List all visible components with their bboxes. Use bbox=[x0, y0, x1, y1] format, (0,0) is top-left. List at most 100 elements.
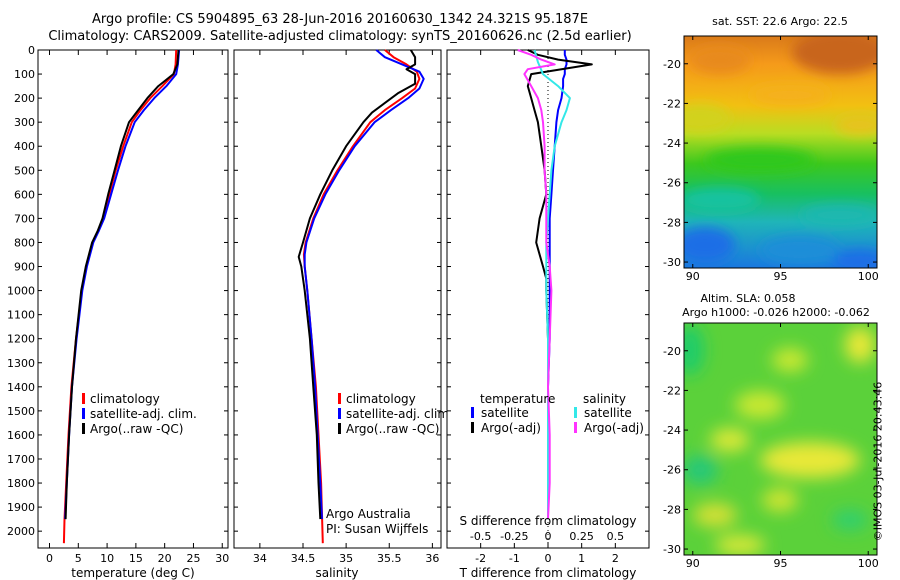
salinity-x-label: salinity bbox=[315, 566, 358, 580]
x-tick-label: 25 bbox=[186, 552, 200, 565]
figure-subtitle: Climatology: CARS2009. Satellite-adjuste… bbox=[48, 29, 632, 44]
salinity-depth-ticks bbox=[234, 49, 441, 532]
y-tick-label: 1700 bbox=[7, 453, 35, 466]
legend-temp-argo-label: Argo(-adj) bbox=[481, 421, 541, 435]
y-tick-label: 800 bbox=[14, 236, 35, 249]
map-y-tick-label: -30 bbox=[663, 256, 681, 269]
temperature-axes-frame bbox=[37, 49, 229, 549]
salinity-panel: 34 34.5 35 35.5 36 salinity climatology sate… bbox=[233, 49, 453, 580]
timestamp-watermark: ©IMOS 03-Jul-2016 20:43:46 bbox=[871, 381, 885, 542]
map-y-tick-label: -22 bbox=[663, 97, 681, 110]
s-difference-ticks: -0.5 -0.25 0 0.25 0.5 bbox=[470, 530, 624, 543]
t-difference-label: T difference from climatology bbox=[459, 566, 637, 580]
sla-map-panel: Altim. SLA: 0.058 Argo h1000: -0.026 h20… bbox=[663, 292, 879, 570]
map-y-tick-label: -26 bbox=[663, 177, 681, 190]
y-tick-label: 1600 bbox=[7, 429, 35, 442]
map-x-tick-label: 100 bbox=[858, 270, 879, 283]
y-tick-label: 0 bbox=[28, 44, 35, 57]
x-tick-label: 2 bbox=[612, 552, 619, 565]
sla-map-title: Altim. SLA: 0.058 bbox=[700, 292, 795, 305]
y-tick-label: 1000 bbox=[7, 285, 35, 298]
sst-map-ticks: 90 95 100 -20 -22 -24 -26 -28 -30 bbox=[663, 36, 879, 283]
top-tick-label: 0.25 bbox=[569, 530, 594, 543]
legend-climatology-label: climatology bbox=[90, 392, 160, 406]
map-y-tick-label: -22 bbox=[663, 384, 681, 397]
legend-argo-label: Argo(..raw -QC) bbox=[346, 422, 439, 436]
temperature-ticks: 0 5 10 15 20 25 30 bbox=[46, 50, 229, 565]
x-tick-label: 10 bbox=[100, 552, 114, 565]
y-tick-label: 600 bbox=[14, 188, 35, 201]
map-y-tick-label: -24 bbox=[663, 424, 681, 437]
x-tick-label: 0 bbox=[545, 552, 552, 565]
salinity-legend: climatology satellite-adj. clim. Argo(..… bbox=[338, 392, 453, 436]
sla-map-ticks: 90 95 100 -20 -22 -24 -26 -28 -30 bbox=[663, 323, 879, 570]
series-line bbox=[303, 49, 425, 520]
salinity-series bbox=[297, 49, 425, 544]
difference-series bbox=[517, 49, 593, 520]
x-tick-label: 5 bbox=[75, 552, 82, 565]
sla-map-subtitle: Argo h1000: -0.026 h2000: -0.062 bbox=[682, 306, 870, 319]
map-x-tick-label: 90 bbox=[686, 270, 700, 283]
map-x-tick-label: 100 bbox=[858, 557, 879, 570]
map-y-tick-label: -20 bbox=[663, 58, 681, 71]
map-y-tick-label: -26 bbox=[663, 464, 681, 477]
legend-temperature-title: temperature bbox=[480, 392, 555, 406]
map-y-tick-label: -28 bbox=[663, 503, 681, 516]
map-x-tick-label: 90 bbox=[686, 557, 700, 570]
difference-depth-ticks bbox=[447, 49, 649, 532]
x-tick-label: 36 bbox=[425, 552, 439, 565]
map-x-tick-label: 95 bbox=[774, 270, 788, 283]
top-tick-label: -0.25 bbox=[500, 530, 528, 543]
x-tick-label: 35 bbox=[339, 552, 353, 565]
x-tick-label: 34 bbox=[253, 552, 267, 565]
y-tick-label: 2000 bbox=[7, 525, 35, 538]
legend-temp-satellite-label: satellite bbox=[481, 406, 529, 420]
temperature-panel: 0100200300400500600700800900100011001200… bbox=[7, 44, 229, 580]
difference-legend: temperature satellite Argo(-adj) salinit… bbox=[471, 392, 644, 435]
top-tick-label: 0.5 bbox=[607, 530, 625, 543]
sla-heatmap bbox=[684, 323, 877, 555]
legend-satellite-swatch bbox=[338, 408, 341, 419]
y-tick-label: 1500 bbox=[7, 405, 35, 418]
legend-sal-satellite-label: satellite bbox=[584, 406, 632, 420]
temperature-x-label: temperature (deg C) bbox=[71, 566, 194, 580]
y-tick-label: 1800 bbox=[7, 477, 35, 490]
s-difference-label: S difference from climatology bbox=[460, 514, 637, 528]
y-tick-label: 400 bbox=[14, 140, 35, 153]
map-y-tick-label: -30 bbox=[663, 543, 681, 556]
y-tick-label: 200 bbox=[14, 92, 35, 105]
legend-salinity-title: salinity bbox=[583, 392, 626, 406]
legend-climatology-label: climatology bbox=[346, 392, 416, 406]
legend-temp-satellite-swatch bbox=[471, 407, 474, 418]
legend-satellite-label: satellite-adj. clim. bbox=[346, 407, 453, 421]
x-tick-label: 1 bbox=[578, 552, 585, 565]
series-line bbox=[64, 49, 180, 520]
salinity-ticks: 34 34.5 35 35.5 36 bbox=[253, 50, 439, 565]
figure-title: Argo profile: CS 5904895_63 28-Jun-2016 … bbox=[91, 12, 589, 27]
sst-map-panel: sat. SST: 22.6 Argo: 22.5 bbox=[663, 15, 879, 283]
legend-argo-swatch bbox=[338, 423, 341, 434]
legend-argo-label: Argo(..raw -QC) bbox=[90, 422, 183, 436]
map-y-tick-label: -24 bbox=[663, 137, 681, 150]
x-tick-label: 15 bbox=[129, 552, 143, 565]
difference-panel: -2 -1 0 1 2 -0.5 -0.25 0 0.25 0.5 S difference f… bbox=[446, 49, 650, 580]
legend-sal-satellite-swatch bbox=[574, 407, 577, 418]
legend-satellite-swatch bbox=[82, 408, 85, 419]
sst-map-title: sat. SST: 22.6 Argo: 22.5 bbox=[712, 15, 848, 28]
map-y-tick-label: -20 bbox=[663, 345, 681, 358]
map-y-tick-label: -28 bbox=[663, 216, 681, 229]
legend-temp-argo-swatch bbox=[471, 422, 474, 433]
sst-heatmap bbox=[684, 36, 877, 268]
temperature-series bbox=[62, 49, 181, 544]
x-tick-label: -2 bbox=[475, 552, 486, 565]
y-tick-label: 1400 bbox=[7, 381, 35, 394]
y-tick-label: 900 bbox=[14, 261, 35, 274]
depth-ticks: 0 100 200 300 400 500 600 700 800 900 1000 1100 1200… bbox=[7, 44, 228, 538]
legend-satellite-label: satellite-adj. clim. bbox=[90, 407, 197, 421]
y-tick-label: 700 bbox=[14, 212, 35, 225]
series-line bbox=[517, 49, 556, 520]
top-tick-label: 0 bbox=[545, 530, 552, 543]
credit-org: Argo Australia bbox=[326, 507, 411, 521]
